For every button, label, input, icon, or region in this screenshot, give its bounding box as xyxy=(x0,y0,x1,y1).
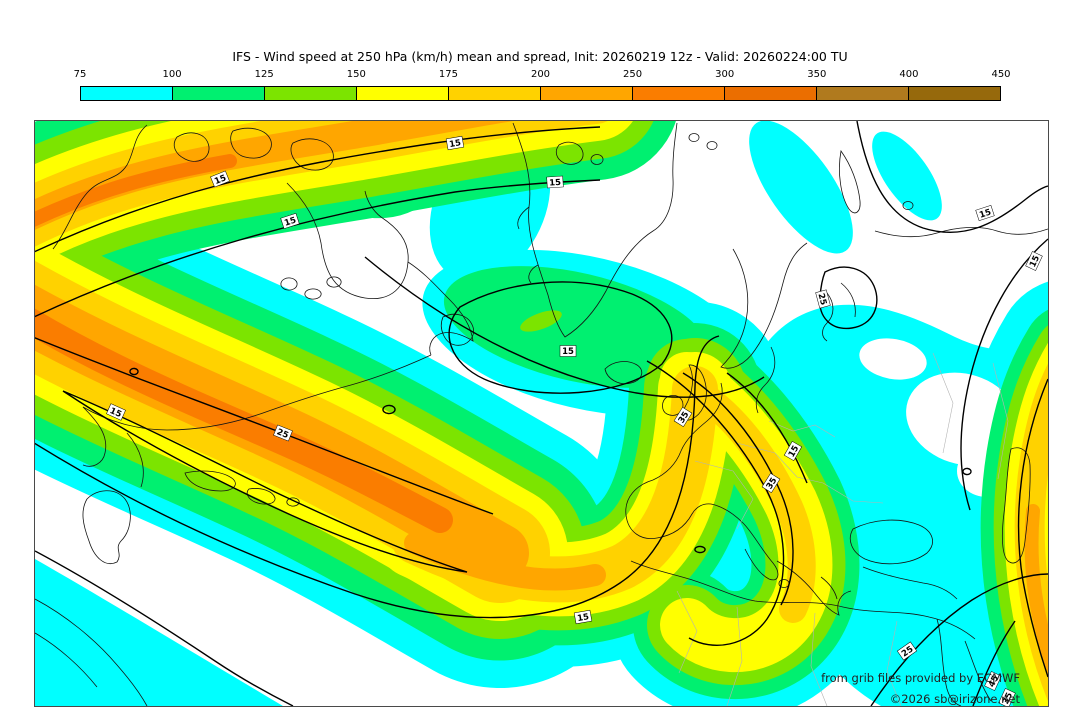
attribution-line1: from grib files provided by ECMWF xyxy=(821,671,1020,685)
colorbar-tick-label-300: 300 xyxy=(715,69,735,80)
colorbar-tick-label-150: 150 xyxy=(346,69,366,80)
map-frame: 15 15 15 15 15 25 15 15 35 35 15 15 15 25 25 45 35 from … xyxy=(34,120,1049,707)
fill-level-125-150 xyxy=(35,121,1048,706)
colorbar-labels: 75 100 125 150 175 200 250 300 350 400 450 xyxy=(0,69,1080,83)
colorbar-tick-label-350: 350 xyxy=(807,69,827,80)
contour-label-45: 45 xyxy=(984,671,1002,691)
colorbar xyxy=(80,86,1001,101)
chart-title: IFS - Wind speed at 250 hPa (km/h) mean … xyxy=(232,49,848,64)
svg-text:15: 15 xyxy=(577,612,590,624)
contour-label-15: 15 xyxy=(1025,251,1043,271)
svg-text:15: 15 xyxy=(562,347,574,357)
colorbar-segment-150-175 xyxy=(357,87,449,100)
colorbar-tick-label-250: 250 xyxy=(623,69,643,80)
colorbar-tick-label-75: 75 xyxy=(73,69,87,80)
colorbar-tick-label-200: 200 xyxy=(530,69,551,80)
contour-label-25: 25 xyxy=(815,289,831,309)
contour-label-15: 15 xyxy=(546,175,564,189)
svg-text:15: 15 xyxy=(449,138,462,150)
colorbar-tick-label-400: 400 xyxy=(899,69,919,80)
colorbar-segment-125-150 xyxy=(265,87,357,100)
colorbar-tick-label-100: 100 xyxy=(162,69,182,80)
svg-text:15: 15 xyxy=(1028,254,1042,269)
colorbar-segment-350-400 xyxy=(817,87,909,100)
svg-text:45: 45 xyxy=(987,674,1001,689)
contour-label-15: 15 xyxy=(573,609,593,624)
svg-text:25: 25 xyxy=(815,292,828,306)
contour-label-25: 25 xyxy=(896,641,918,661)
colorbar-segment-300-350 xyxy=(725,87,817,100)
colorbar-segment-250-300 xyxy=(633,87,725,100)
svg-text:25: 25 xyxy=(275,427,290,441)
colorbar-segment-400-450 xyxy=(909,87,1000,100)
contour-label-35: 35 xyxy=(998,688,1016,706)
contour-label-15: 15 xyxy=(280,212,300,230)
contour-label-15: 15 xyxy=(106,403,126,421)
svg-text:15: 15 xyxy=(283,216,297,229)
colorbar-tick-label-450: 450 xyxy=(991,69,1011,80)
svg-text:15: 15 xyxy=(978,208,992,221)
colorbar-segment-175-200 xyxy=(449,87,541,100)
svg-text:15: 15 xyxy=(549,178,562,189)
colorbar-tick-label-125: 125 xyxy=(254,69,274,80)
contour-label-25: 25 xyxy=(273,424,293,442)
svg-text:35: 35 xyxy=(1001,691,1015,706)
colorbar-tick-label-175: 175 xyxy=(438,69,458,80)
contour-label-15: 15 xyxy=(445,135,465,150)
contour-label-15: 15 xyxy=(210,170,230,188)
colorbar-segment-75-100 xyxy=(81,87,173,100)
spread-contours xyxy=(35,121,1048,706)
svg-text:15: 15 xyxy=(213,173,228,187)
colorbar-segment-100-125 xyxy=(173,87,265,100)
contour-label-15: 15 xyxy=(975,204,995,222)
svg-text:15: 15 xyxy=(108,406,123,420)
country-borders xyxy=(676,352,1009,706)
colorbar-segment-200-250 xyxy=(541,87,633,100)
contour-label-15: 15 xyxy=(559,345,577,357)
coastlines xyxy=(35,122,1048,706)
attribution-line2: ©2026 sb@irizone.net xyxy=(890,692,1021,706)
